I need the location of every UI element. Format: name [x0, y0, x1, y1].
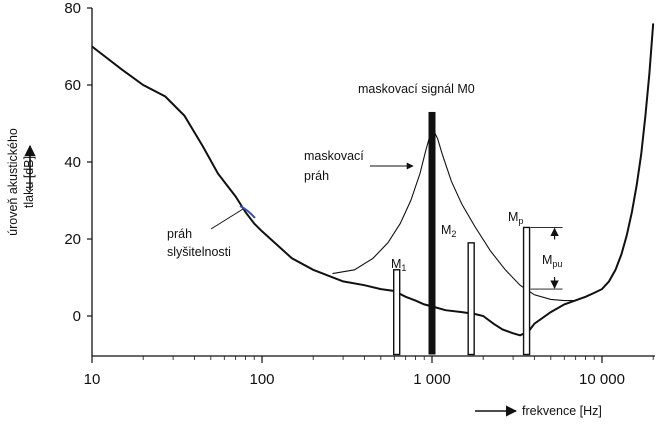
bar-m0	[428, 111, 436, 355]
masking-threshold-label-line2: práh	[304, 169, 329, 183]
bar-m1	[393, 269, 401, 356]
bar-mp	[522, 226, 531, 356]
y-ticks: 0 20 40 60 80	[64, 0, 92, 325]
bar-m2	[467, 242, 475, 356]
y-tick-label-0: 0	[73, 308, 81, 325]
y-tick-label-40: 40	[64, 154, 81, 171]
y-axis-label-line1: úroveň akustického	[6, 128, 20, 236]
hearing-threshold-pointer	[210, 208, 244, 230]
y-axis-label: úroveň akustického tlaku [dB]	[6, 128, 36, 236]
x-ticks: 10 100 1 000 10 000	[84, 356, 654, 388]
bar-label-mp: Mp	[508, 210, 523, 226]
y-axis-label-line2: tlaku [dB]	[22, 156, 36, 208]
bar-label-m2: M2	[441, 223, 456, 239]
x-tick-label-10: 10	[84, 371, 101, 388]
bar-label-m1: M1	[391, 257, 406, 273]
hearing-threshold-highlight	[239, 205, 256, 219]
series-line-hearing-threshold	[91, 23, 655, 337]
masker-label: maskovací signál M0	[358, 82, 475, 96]
mpu-label: Mpu	[542, 253, 562, 269]
y-tick-label-20: 20	[64, 231, 81, 248]
y-tick-label-80: 80	[64, 0, 81, 17]
y-tick-label-60: 60	[64, 77, 81, 94]
mpu-dimension	[530, 226, 563, 290]
x-tick-label-10000: 10 000	[579, 371, 625, 388]
masker-bars	[393, 111, 531, 356]
x-tick-label-1000: 1 000	[413, 371, 451, 388]
x-axis-label: frekvence [Hz]	[522, 404, 602, 418]
x-tick-label-100: 100	[249, 371, 274, 388]
series-line-masking-threshold	[332, 132, 574, 302]
hearing-threshold-label-line2: slyšitelnosti	[167, 245, 231, 259]
masking-threshold-label-line1: maskovací	[304, 149, 364, 163]
hearing-threshold-label-line1: práh	[167, 227, 192, 241]
